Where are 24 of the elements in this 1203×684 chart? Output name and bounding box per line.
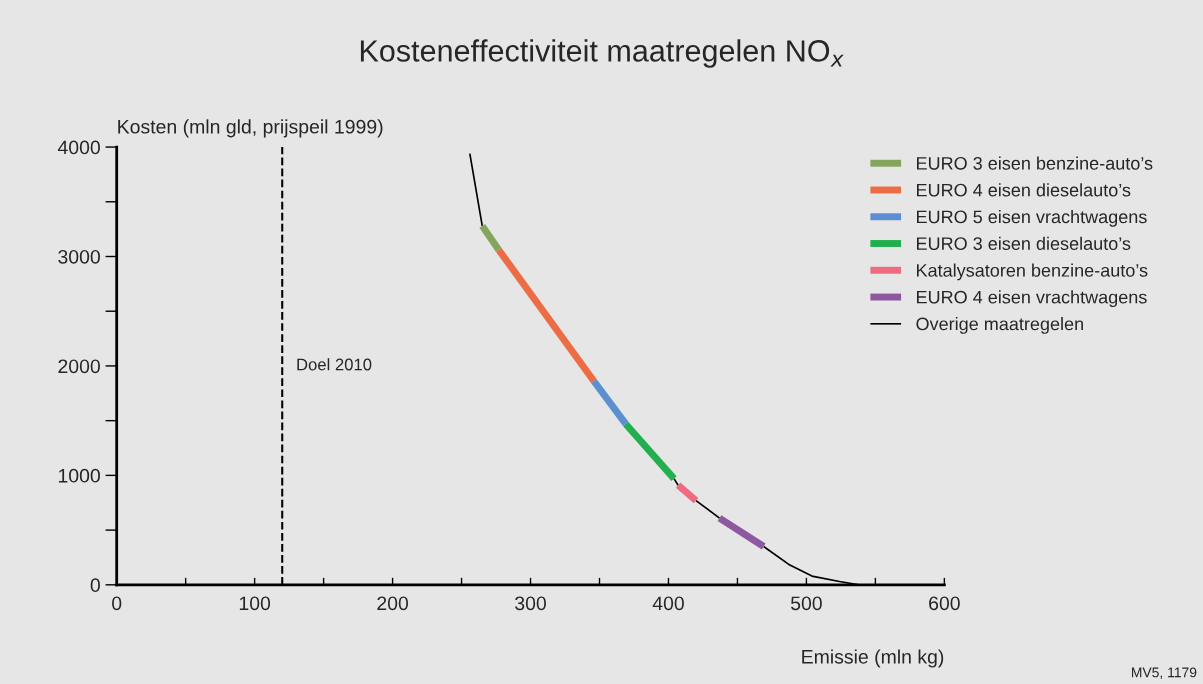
x-tick-label: 600 xyxy=(929,596,960,611)
x-axis-title: Emissie (mln kg) xyxy=(802,649,944,668)
y-axis-title: Kosten (mln gld, prijspeil 1999) xyxy=(118,119,383,138)
legend-label: EURO 4 eisen dieselauto’s xyxy=(917,183,1131,197)
x-tick-label: 0 xyxy=(112,596,122,611)
y-tick-label: 4000 xyxy=(57,140,100,155)
legend-label: EURO 3 eisen dieselauto’s xyxy=(917,236,1131,251)
y-tick-label: 2000 xyxy=(58,359,100,374)
x-tick-label: 300 xyxy=(515,596,546,611)
x-tick-label: 200 xyxy=(377,596,409,611)
y-tick-label: 1000 xyxy=(58,468,100,483)
legend-label: Overige maatregelen xyxy=(916,317,1083,334)
y-tick-label: 0 xyxy=(90,578,100,593)
x-tick-label: 500 xyxy=(790,596,822,611)
legend-label: EURO 3 eisen benzine-auto’s xyxy=(917,156,1153,170)
y-tick-label: 3000 xyxy=(58,249,100,264)
text: MV5, 1179 xyxy=(1131,667,1197,679)
x-tick-label: 400 xyxy=(652,596,684,611)
chart-title: Kosteneffectiviteit maatregelen NO$_{x}$ xyxy=(360,39,844,68)
legend-label: EURO 5 eisen vrachtwagens xyxy=(917,209,1147,227)
x-tick-label: 100 xyxy=(239,596,271,611)
ref-line-label: Doel 2010 xyxy=(297,358,372,371)
legend-label: EURO 4 eisen vrachtwagens xyxy=(917,290,1147,308)
legend-label: Katalysatoren benzine-auto’s xyxy=(917,263,1148,281)
